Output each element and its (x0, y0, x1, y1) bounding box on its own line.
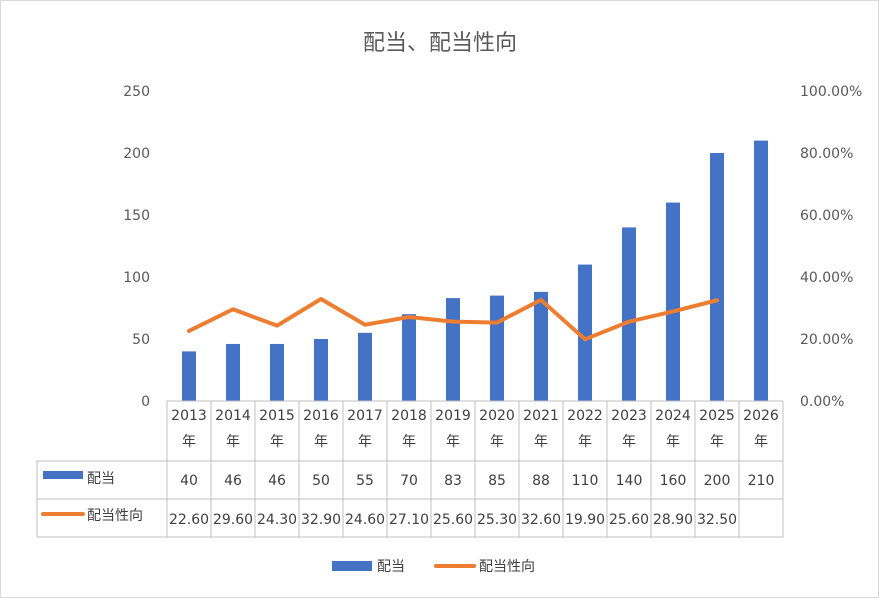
left-axis-ticks: 0 50 100 150 200 250 (123, 84, 150, 410)
bar-2024年 (666, 202, 680, 401)
table-cell-payout: 25.30 (477, 512, 517, 528)
bar-2021年 (534, 291, 548, 401)
right-axis-ticks: 0.00% 20.00% 40.00% 60.00% 80.00% 100.00% (800, 84, 862, 410)
table-cell-payout: 25.60 (433, 512, 473, 528)
category-label: 2021 (523, 408, 559, 424)
right-axis-tick-label: 20.00% (800, 332, 853, 348)
line-series (187, 297, 719, 342)
category-label-suffix: 年 (578, 434, 592, 450)
bar-2015年 (270, 343, 284, 401)
category-label-suffix: 年 (402, 434, 416, 450)
category-label: 2025 (699, 408, 735, 424)
right-axis-tick-label: 40.00% (800, 270, 853, 286)
table-cell-dividend: 50 (312, 473, 330, 489)
category-label: 2020 (479, 408, 515, 424)
category-label-suffix: 年 (490, 434, 504, 450)
category-label-suffix: 年 (534, 434, 548, 450)
category-label-suffix: 年 (358, 434, 372, 450)
category-label-suffix: 年 (622, 434, 636, 450)
category-label: 2017 (347, 408, 383, 424)
bar-2019年 (446, 298, 460, 401)
right-axis-tick-label: 0.00% (800, 394, 844, 410)
category-label: 2026 (743, 408, 779, 424)
table-cell-payout: 19.90 (565, 512, 605, 528)
category-label-suffix: 年 (754, 434, 768, 450)
category-label: 2022 (567, 408, 603, 424)
table-cell-payout: 32.90 (301, 512, 341, 528)
bar-series (182, 140, 768, 401)
bar-2023年 (622, 227, 636, 401)
chart-title: 配当、配当性向 (363, 31, 517, 56)
table-cell-payout: 28.90 (653, 512, 693, 528)
table-cell-payout: 32.50 (697, 512, 737, 528)
category-label-suffix: 年 (182, 434, 196, 450)
legend-label: 配当性向 (479, 559, 535, 575)
data-table: 2013 年 2014 年 2015 年 2016 年 2017 年 2018 年 2019 年 2020 年… (36, 400, 784, 538)
table-cell-dividend: 88 (532, 473, 550, 489)
table-cell-dividend: 200 (704, 473, 731, 489)
bar-2018年 (402, 314, 416, 401)
category-label: 2015 (259, 408, 295, 424)
left-axis-tick-label: 150 (123, 208, 150, 224)
left-axis-tick-label: 50 (132, 332, 150, 348)
left-axis-tick-label: 200 (123, 146, 150, 162)
right-axis-tick-label: 100.00% (800, 84, 862, 100)
table-cell-dividend: 110 (572, 473, 599, 489)
category-label-suffix: 年 (710, 434, 724, 450)
table-cell-dividend: 85 (488, 473, 506, 489)
category-label: 2016 (303, 408, 339, 424)
category-label: 2014 (215, 408, 251, 424)
table-cell-dividend: 210 (748, 473, 775, 489)
legend-key-bar (332, 561, 372, 571)
table-key-bar (43, 471, 83, 479)
table-cell-dividend: 83 (444, 473, 462, 489)
category-label: 2018 (391, 408, 427, 424)
bar-2016年 (314, 339, 328, 401)
category-label-suffix: 年 (446, 434, 460, 450)
table-cell-dividend: 70 (400, 473, 418, 489)
table-row-header: 配当性向 (87, 508, 143, 524)
legend-label: 配当 (377, 559, 405, 575)
table-row-header: 配当 (87, 471, 115, 487)
left-axis-tick-label: 100 (123, 270, 150, 286)
category-label: 2024 (655, 408, 691, 424)
table-cell-dividend: 46 (268, 473, 286, 489)
bar-2017年 (358, 332, 372, 401)
table-cell-dividend: 46 (224, 473, 242, 489)
table-cell-payout: 29.60 (213, 512, 253, 528)
category-label-suffix: 年 (314, 434, 328, 450)
category-label: 2019 (435, 408, 471, 424)
table-cell-payout: 32.60 (521, 512, 561, 528)
category-label-suffix: 年 (270, 434, 284, 450)
table-cell-dividend: 40 (180, 473, 198, 489)
bar-2025年 (710, 153, 724, 401)
bar-2020年 (490, 295, 504, 401)
table-cell-payout: 25.60 (609, 512, 649, 528)
left-axis-tick-label: 0 (141, 394, 150, 410)
category-label: 2023 (611, 408, 647, 424)
table-cell-dividend: 160 (660, 473, 687, 489)
table-cell-payout: 22.60 (169, 512, 209, 528)
table-cell-dividend: 140 (616, 473, 643, 489)
right-axis-tick-label: 80.00% (800, 146, 853, 162)
table-cell-payout: 24.60 (345, 512, 385, 528)
table-cell-payout: 27.10 (389, 512, 429, 528)
bar-2026年 (754, 140, 768, 401)
right-axis-tick-label: 60.00% (800, 208, 853, 224)
category-label-suffix: 年 (666, 434, 680, 450)
legend: 配当 配当性向 (332, 559, 535, 575)
bar-2013年 (182, 351, 196, 401)
bar-2022年 (578, 264, 592, 401)
table-cell-payout: 24.30 (257, 512, 297, 528)
bar-2014年 (226, 343, 240, 401)
category-label: 2013 (171, 408, 207, 424)
category-label-suffix: 年 (226, 434, 240, 450)
table-cell-dividend: 55 (356, 473, 374, 489)
left-axis-tick-label: 250 (123, 84, 150, 100)
